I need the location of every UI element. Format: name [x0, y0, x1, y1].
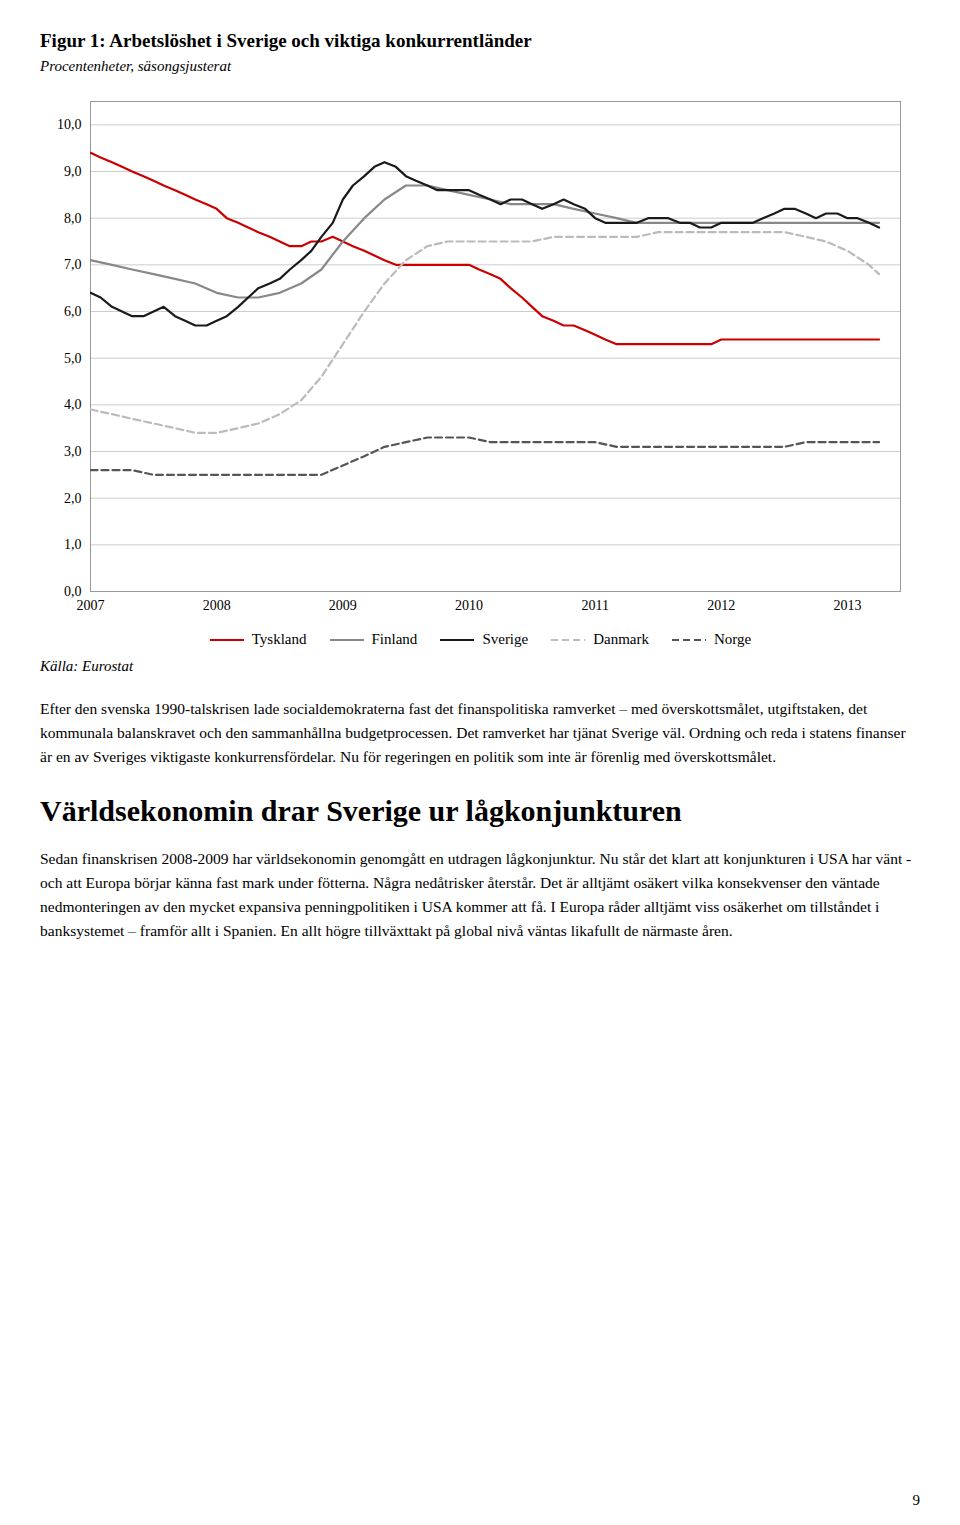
html-text:Källa: Eurostat: Källa: Eurostat: [40, 658, 134, 674]
svg-text:2,0: 2,0: [64, 491, 82, 506]
svg-text:9,0: 9,0: [64, 164, 82, 179]
html-text:Efter den svenska 1990-talskri: Efter den svenska 1990-talskrisen lade s…: [40, 700, 906, 765]
html-text:Finland: Finland: [371, 631, 418, 647]
html-text:9: 9: [912, 1492, 920, 1508]
svg-text:2010: 2010: [455, 598, 483, 613]
svg-text:6,0: 6,0: [64, 304, 82, 319]
svg-text:4,0: 4,0: [64, 397, 82, 412]
svg-text:5,0: 5,0: [64, 351, 82, 366]
svg-text:2009: 2009: [329, 598, 357, 613]
html-text:Tyskland: Tyskland: [251, 631, 307, 647]
html-text:Danmark: Danmark: [593, 631, 649, 647]
svg-text:1,0: 1,0: [64, 537, 82, 552]
svg-text:2011: 2011: [581, 598, 608, 613]
svg-text:0,0: 0,0: [64, 584, 82, 599]
html-text:Världsekonomin drar Sverige ur: Världsekonomin drar Sverige ur lågkonjun…: [40, 794, 682, 827]
svg-text:3,0: 3,0: [64, 444, 82, 459]
svg-text:2012: 2012: [707, 598, 735, 613]
svg-text:7,0: 7,0: [64, 257, 82, 272]
svg-text:2013: 2013: [834, 598, 862, 613]
html-text:Figur 1: Arbetslöshet i Sverig: Figur 1: Arbetslöshet i Sverige och vikt…: [40, 30, 532, 51]
svg-text:2007: 2007: [77, 598, 105, 613]
html-text:Sedan finanskrisen 2008-2009 h: Sedan finanskrisen 2008-2009 har världse…: [40, 850, 912, 940]
html-text:Procentenheter, säsongsjustera: Procentenheter, säsongsjusterat: [40, 58, 232, 74]
html-text:Norge: Norge: [714, 631, 752, 647]
svg-text:8,0: 8,0: [64, 211, 82, 226]
svg-text:10,0: 10,0: [57, 117, 82, 132]
html-text:Sverige: Sverige: [482, 631, 529, 647]
svg-text:2008: 2008: [203, 598, 231, 613]
